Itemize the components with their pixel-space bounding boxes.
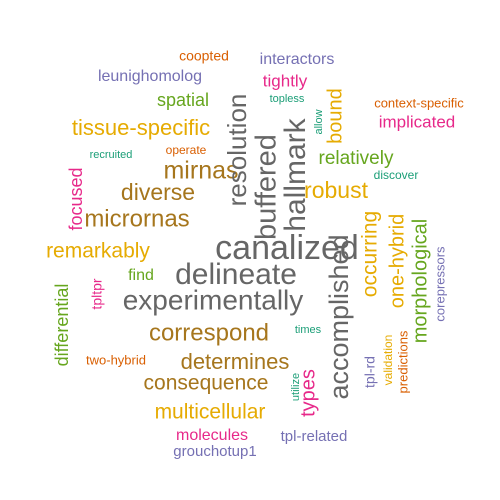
word-utilize: utilize	[290, 373, 302, 401]
word-two-hybrid: two-hybrid	[86, 352, 146, 367]
word-corepressors: corepressors	[432, 246, 447, 322]
word-focused: focused	[66, 167, 86, 230]
word-molecules: molecules	[176, 427, 248, 444]
word-interactors: interactors	[260, 51, 335, 68]
word-micrornas: micrornas	[84, 205, 189, 232]
word-robust: robust	[304, 177, 369, 203]
word-coopted: coopted	[179, 48, 229, 64]
word-context-specific: context-specific	[374, 95, 464, 110]
word-mirnas: mirnas	[163, 157, 238, 185]
word-hallmark: hallmark	[279, 117, 312, 231]
word-differential: differential	[52, 284, 72, 367]
word-operate: operate	[166, 143, 207, 157]
word-multicellular: multicellular	[155, 401, 266, 424]
word-types: types	[297, 369, 319, 417]
word-bound: bound	[324, 88, 346, 144]
word-times: times	[295, 324, 322, 336]
word-tpl-related: tpl-related	[281, 428, 348, 445]
word-find: find	[128, 267, 154, 284]
word-canalized: canalized	[215, 229, 359, 267]
word-determines: determines	[181, 349, 290, 374]
word-leunighomolog: leunighomolog	[98, 68, 202, 85]
word-grouchotup1: grouchotup1	[173, 443, 256, 460]
word-buffered: buffered	[251, 134, 283, 240]
word-one-hybrid: one-hybrid	[386, 214, 408, 309]
word-tpl-rd: tpl-rd	[362, 356, 378, 388]
word-tissue-specific: tissue-specific	[72, 115, 210, 140]
word-accomplished: accomplished	[324, 234, 354, 399]
word-discover: discover	[374, 168, 419, 182]
word-topless: topless	[270, 93, 305, 105]
word-diverse: diverse	[121, 179, 195, 205]
word-predictions: predictions	[395, 330, 410, 393]
word-resolution: resolution	[222, 94, 252, 207]
word-occurring: occurring	[359, 211, 382, 297]
word-allow: allow	[313, 109, 325, 134]
word-recruited: recruited	[90, 149, 133, 161]
word-correspond: correspond	[149, 319, 269, 346]
word-consequence: consequence	[144, 372, 269, 395]
word-validation: validation	[381, 335, 395, 386]
word-spatial: spatial	[157, 90, 209, 110]
word-experimentally: experimentally	[123, 284, 304, 315]
word-tpltpr: tpltpr	[89, 278, 105, 309]
word-remarkably: remarkably	[46, 240, 150, 263]
word-morphological: morphological	[409, 219, 431, 344]
word-implicated: implicated	[379, 112, 456, 131]
word-tightly: tightly	[263, 71, 308, 90]
word-delineate: delineate	[175, 258, 297, 291]
word-relatively: relatively	[319, 148, 394, 169]
